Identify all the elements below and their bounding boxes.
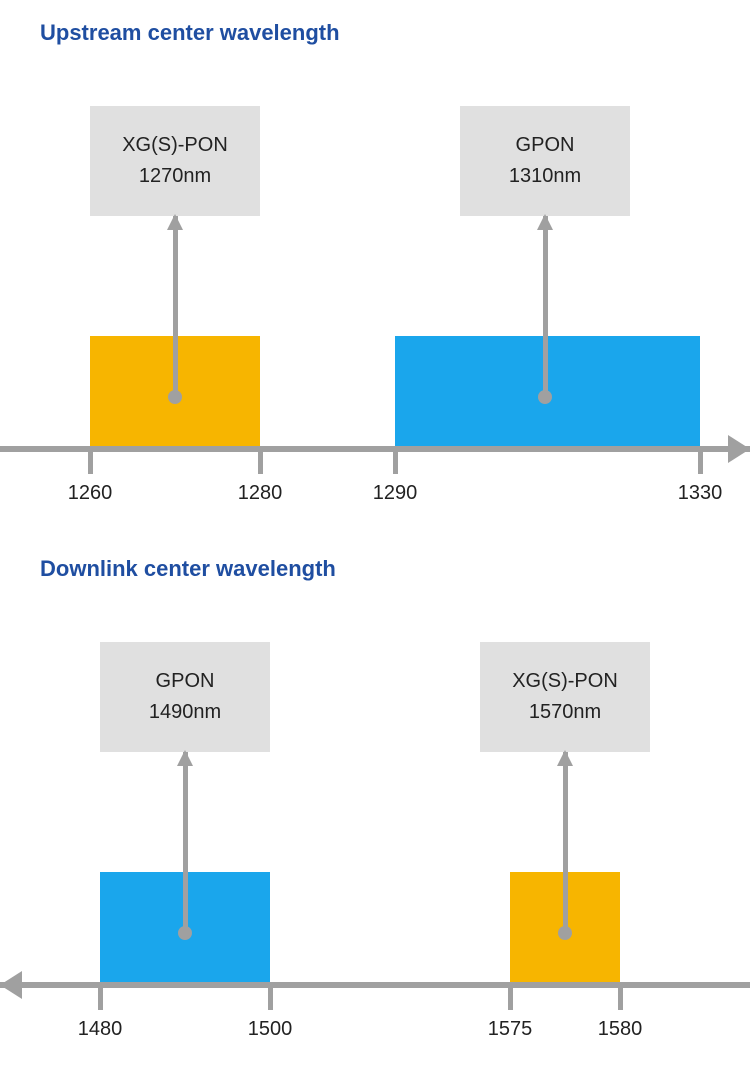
- callout-line2: 1310nm: [461, 165, 629, 188]
- upstream-section: Upstream center wavelength 1260128012901…: [0, 0, 750, 536]
- axis-tick-label: 1260: [40, 482, 140, 505]
- connector-line: [563, 752, 568, 933]
- axis-tick-label: 1290: [345, 482, 445, 505]
- axis-tick: [698, 446, 703, 474]
- axis-tick-label: 1280: [210, 482, 310, 505]
- axis-tick-label: 1500: [220, 1018, 320, 1041]
- callout-line1: GPON: [101, 670, 269, 693]
- connector-dot: [538, 390, 552, 404]
- upstream-chart: 1260 1280 1290 1330 XG(S)-PON 1270nm GPON 1310n…: [0, 76, 750, 526]
- connector-dot: [178, 926, 192, 940]
- upstream-title: Upstream center wavelength: [0, 20, 750, 46]
- axis-tick: [258, 446, 263, 474]
- connector-line: [183, 752, 188, 933]
- axis-arrowhead: [0, 971, 22, 999]
- axis-tick: [618, 982, 623, 1010]
- downlink-chart: 1480 1500 1575 1580 GPON 1490nm XG(S)-PON 1570n…: [0, 612, 750, 1062]
- connector-arrowhead: [537, 214, 553, 230]
- downlink-title: Downlink center wavelength: [0, 556, 750, 582]
- callout-line1: GPON: [461, 134, 629, 157]
- axis-tick: [98, 982, 103, 1010]
- axis-tick: [88, 446, 93, 474]
- callout-box: GPON 1490nm: [100, 642, 270, 752]
- callout-box: XG(S)-PON 1270nm: [90, 106, 260, 216]
- connector-dot: [168, 390, 182, 404]
- connector-dot: [558, 926, 572, 940]
- callout-line2: 1570nm: [481, 701, 649, 724]
- callout-box: XG(S)-PON 1570nm: [480, 642, 650, 752]
- connector-arrowhead: [177, 750, 193, 766]
- callout-line1: XG(S)-PON: [481, 670, 649, 693]
- axis-tick-label: 1575: [460, 1018, 560, 1041]
- connector-arrowhead: [167, 214, 183, 230]
- callout-line1: XG(S)-PON: [91, 134, 259, 157]
- downlink-section: Downlink center wavelength 1480150015751…: [0, 536, 750, 1072]
- callout-line2: 1270nm: [91, 165, 259, 188]
- callout-box: GPON 1310nm: [460, 106, 630, 216]
- axis-line: [0, 982, 750, 988]
- connector-arrowhead: [557, 750, 573, 766]
- axis-tick: [268, 982, 273, 1010]
- callout-line2: 1490nm: [101, 701, 269, 724]
- connector-line: [543, 216, 548, 397]
- axis-tick-label: 1580: [570, 1018, 670, 1041]
- axis-arrowhead: [728, 435, 750, 463]
- axis-tick-label: 1330: [650, 482, 750, 505]
- axis-tick: [393, 446, 398, 474]
- axis-line: [0, 446, 750, 452]
- axis-tick: [508, 982, 513, 1010]
- axis-tick-label: 1480: [50, 1018, 150, 1041]
- connector-line: [173, 216, 178, 397]
